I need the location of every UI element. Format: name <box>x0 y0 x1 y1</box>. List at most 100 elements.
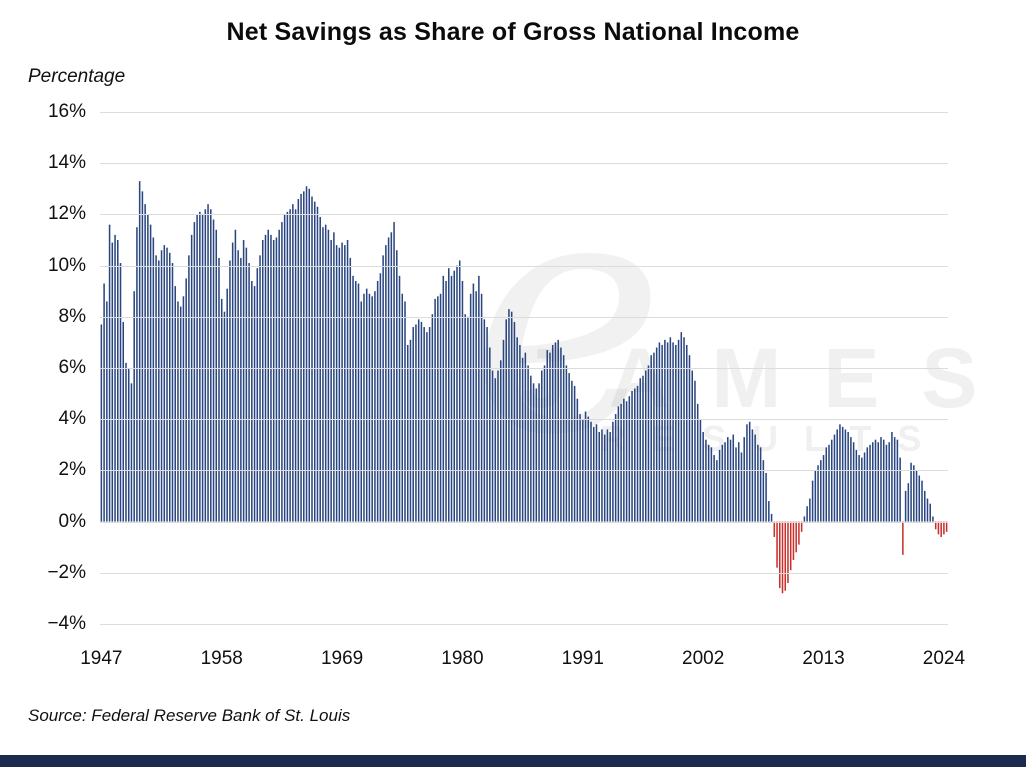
bar <box>409 339 412 522</box>
bar <box>404 301 406 522</box>
bar <box>713 455 715 522</box>
bar <box>560 347 562 522</box>
bar <box>365 288 368 522</box>
bar <box>863 452 866 522</box>
bar <box>776 521 778 568</box>
gridline <box>100 265 948 267</box>
bar <box>934 521 937 530</box>
bar <box>245 247 248 522</box>
bar <box>541 370 543 522</box>
bar <box>907 483 910 522</box>
bar <box>683 337 685 522</box>
bar <box>516 337 518 522</box>
bar <box>666 342 669 522</box>
bar <box>721 444 724 522</box>
y-tick-label: −2% <box>47 561 86 583</box>
y-tick-label: 12% <box>47 203 86 225</box>
bar <box>784 521 787 591</box>
bar <box>661 344 663 522</box>
bar <box>768 501 770 522</box>
bar <box>259 255 261 522</box>
y-tick-label: 10% <box>47 254 86 276</box>
bar <box>535 388 538 522</box>
bar <box>122 321 125 522</box>
bar <box>855 449 858 522</box>
bar <box>814 470 817 522</box>
bar <box>803 516 806 522</box>
bar <box>133 291 135 522</box>
bar <box>617 406 620 522</box>
bar <box>576 398 579 522</box>
bar <box>138 181 141 522</box>
x-tick-label: 2002 <box>682 648 725 669</box>
bar <box>261 240 264 522</box>
bar <box>417 319 420 522</box>
bar <box>839 424 841 522</box>
bar <box>431 314 434 522</box>
bar <box>562 355 565 522</box>
bar <box>437 296 439 522</box>
bar <box>861 457 863 522</box>
bar <box>114 234 116 522</box>
bar <box>669 337 672 522</box>
bar <box>393 222 395 522</box>
bar <box>382 255 384 522</box>
bar <box>278 229 280 522</box>
bar <box>779 521 781 589</box>
x-tick-label: 2013 <box>802 648 845 669</box>
bar <box>614 414 617 522</box>
bar <box>508 309 510 522</box>
bar <box>543 365 546 522</box>
bar <box>283 214 286 522</box>
bar <box>445 280 447 522</box>
bar <box>220 298 223 522</box>
x-tick-label: 1958 <box>200 648 243 669</box>
bar <box>204 209 207 522</box>
bar <box>929 503 931 522</box>
bar <box>494 378 497 522</box>
bar <box>609 432 611 522</box>
bar <box>850 437 852 522</box>
bar <box>272 240 275 522</box>
bar <box>781 521 784 594</box>
bar <box>792 521 795 560</box>
y-tick-label: 2% <box>58 459 86 481</box>
bar <box>789 521 792 571</box>
plot-area <box>100 112 948 625</box>
bar <box>360 301 363 522</box>
y-tick-label: 4% <box>58 408 86 430</box>
bar <box>158 260 160 522</box>
bar <box>379 273 382 522</box>
bar <box>743 437 745 522</box>
bar <box>346 240 349 522</box>
bar <box>387 237 390 522</box>
bar <box>420 321 423 522</box>
bar <box>787 521 789 584</box>
bar <box>450 275 453 522</box>
gridline <box>100 316 948 318</box>
bar <box>538 383 540 522</box>
bar <box>201 214 204 522</box>
bar <box>144 204 146 522</box>
bar <box>705 439 707 522</box>
bar <box>297 199 300 522</box>
gridline <box>100 521 948 523</box>
bar <box>527 365 529 522</box>
bar <box>478 275 480 522</box>
bar <box>226 288 228 522</box>
bar <box>428 327 431 522</box>
bar <box>234 229 237 522</box>
bar <box>759 447 762 522</box>
bar <box>371 296 373 522</box>
bar <box>923 490 926 522</box>
bar <box>103 283 105 522</box>
bar <box>751 429 754 522</box>
bar <box>193 222 196 522</box>
x-tick-label: 1991 <box>561 648 604 669</box>
bar <box>223 311 226 522</box>
bars-svg <box>100 181 948 594</box>
bar <box>344 245 346 522</box>
bar <box>199 211 201 522</box>
bar <box>902 521 904 555</box>
